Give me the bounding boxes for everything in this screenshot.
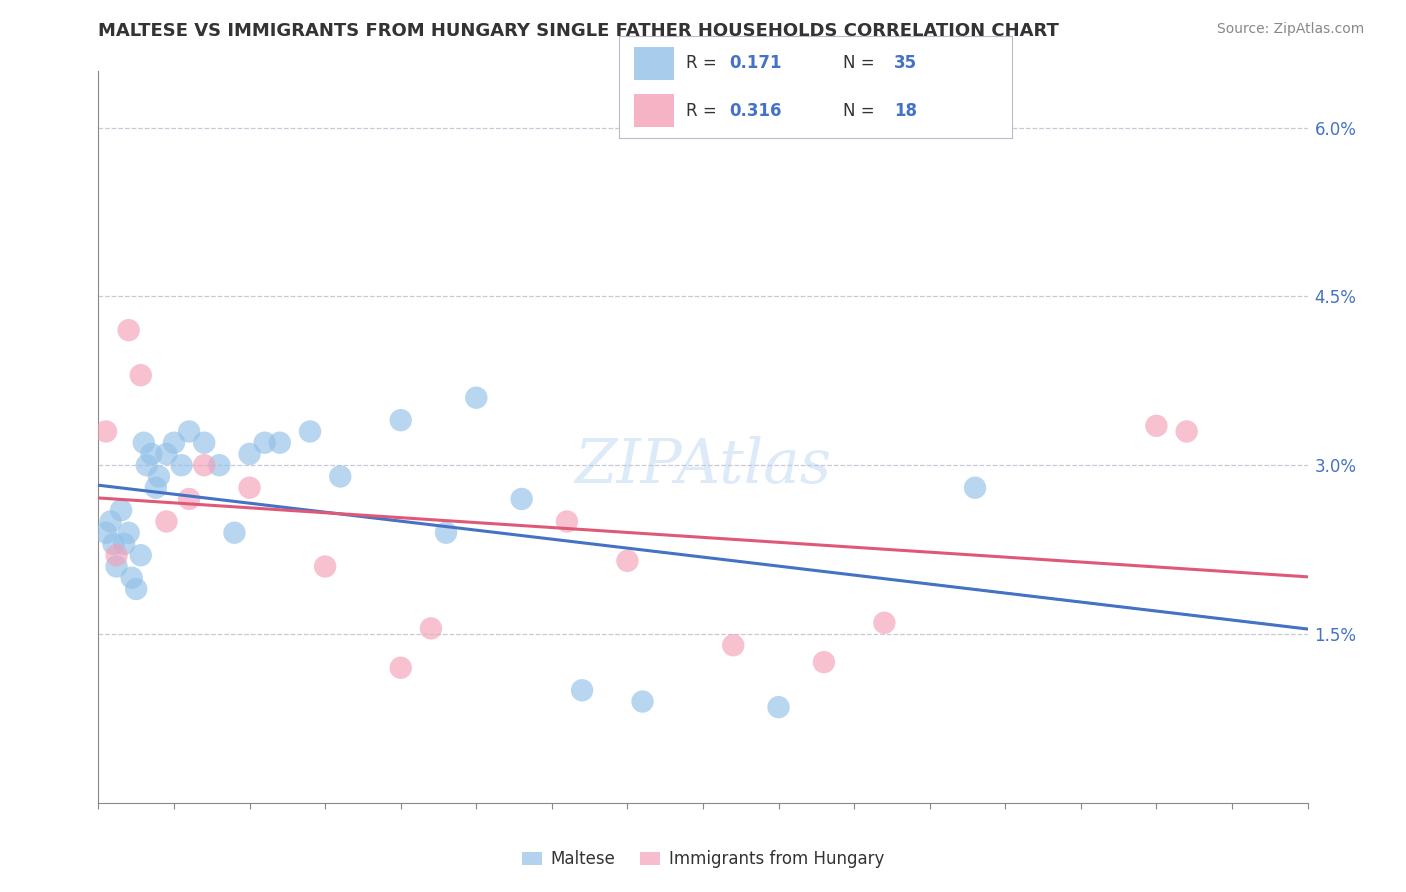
Text: 0.171: 0.171 xyxy=(728,54,782,72)
Point xyxy=(129,548,152,562)
Point xyxy=(465,391,488,405)
Point xyxy=(94,425,117,439)
Point xyxy=(239,481,262,495)
Text: Source: ZipAtlas.com: Source: ZipAtlas.com xyxy=(1216,22,1364,37)
Point xyxy=(329,469,352,483)
Point xyxy=(121,571,143,585)
Text: R =: R = xyxy=(686,102,721,120)
Point xyxy=(239,447,262,461)
Bar xyxy=(634,95,673,127)
Point xyxy=(148,469,170,483)
Point xyxy=(103,537,125,551)
Text: MALTESE VS IMMIGRANTS FROM HUNGARY SINGLE FATHER HOUSEHOLDS CORRELATION CHART: MALTESE VS IMMIGRANTS FROM HUNGARY SINGL… xyxy=(98,22,1059,40)
Point xyxy=(1146,418,1168,433)
Point xyxy=(389,661,412,675)
Point xyxy=(105,559,128,574)
Point xyxy=(125,582,148,596)
Text: R =: R = xyxy=(686,54,721,72)
Point xyxy=(434,525,457,540)
Text: 18: 18 xyxy=(894,102,917,120)
Bar xyxy=(634,47,673,79)
Point xyxy=(253,435,276,450)
Point xyxy=(1175,425,1198,439)
Point xyxy=(155,515,177,529)
Point xyxy=(873,615,896,630)
Text: 0.316: 0.316 xyxy=(728,102,782,120)
Point xyxy=(510,491,533,506)
Point xyxy=(94,525,117,540)
Point xyxy=(132,435,155,450)
Point xyxy=(193,435,215,450)
Legend: Maltese, Immigrants from Hungary: Maltese, Immigrants from Hungary xyxy=(516,844,890,875)
Point xyxy=(155,447,177,461)
Point xyxy=(179,425,201,439)
Point xyxy=(193,458,215,473)
Point xyxy=(813,655,835,669)
Point xyxy=(163,435,186,450)
Point xyxy=(208,458,231,473)
Point xyxy=(110,503,132,517)
Text: N =: N = xyxy=(844,102,880,120)
Point xyxy=(269,435,291,450)
Point xyxy=(135,458,157,473)
Point xyxy=(170,458,193,473)
Text: N =: N = xyxy=(844,54,880,72)
Point xyxy=(129,368,152,383)
Point xyxy=(299,425,322,439)
Point xyxy=(723,638,745,652)
Point xyxy=(768,700,790,714)
Point xyxy=(420,621,443,635)
Text: 35: 35 xyxy=(894,54,917,72)
Point xyxy=(631,694,654,708)
Point xyxy=(965,481,987,495)
Point xyxy=(224,525,246,540)
Point xyxy=(112,537,135,551)
Point xyxy=(389,413,412,427)
Point xyxy=(141,447,163,461)
Point xyxy=(118,525,141,540)
Point xyxy=(179,491,201,506)
Point xyxy=(314,559,336,574)
Point xyxy=(105,548,128,562)
Point xyxy=(555,515,578,529)
Point xyxy=(100,515,122,529)
Point xyxy=(118,323,141,337)
Point xyxy=(571,683,593,698)
Point xyxy=(616,554,638,568)
Point xyxy=(145,481,167,495)
Text: ZIPAtlas: ZIPAtlas xyxy=(575,436,831,496)
